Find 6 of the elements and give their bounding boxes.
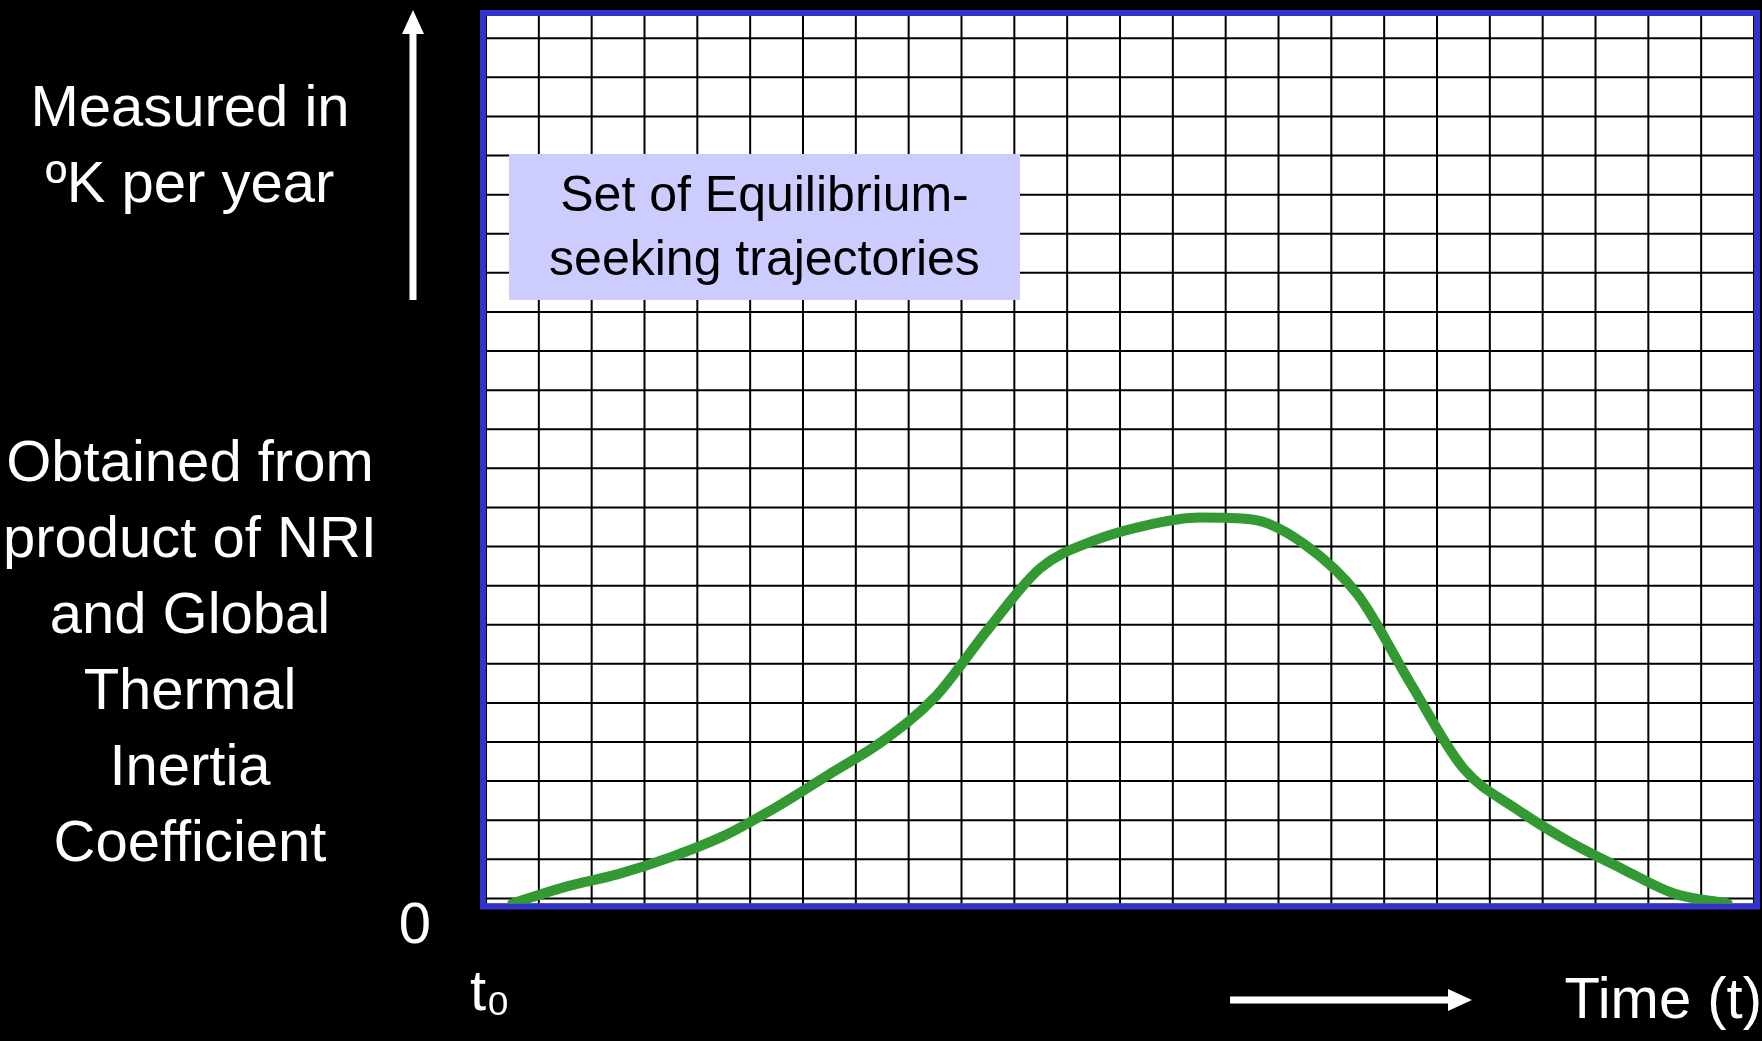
text: 0 (397, 889, 433, 957)
text: Measured in ºK per year (29, 72, 351, 216)
text: Obtained from product of NRI and Global Thermal Inertia Coefficient (2, 427, 378, 875)
text: t₀ (470, 956, 512, 1024)
text: Time (t) (1563, 964, 1762, 1032)
text: Set of Equilibrium-seeking trajectories (509, 154, 1020, 300)
